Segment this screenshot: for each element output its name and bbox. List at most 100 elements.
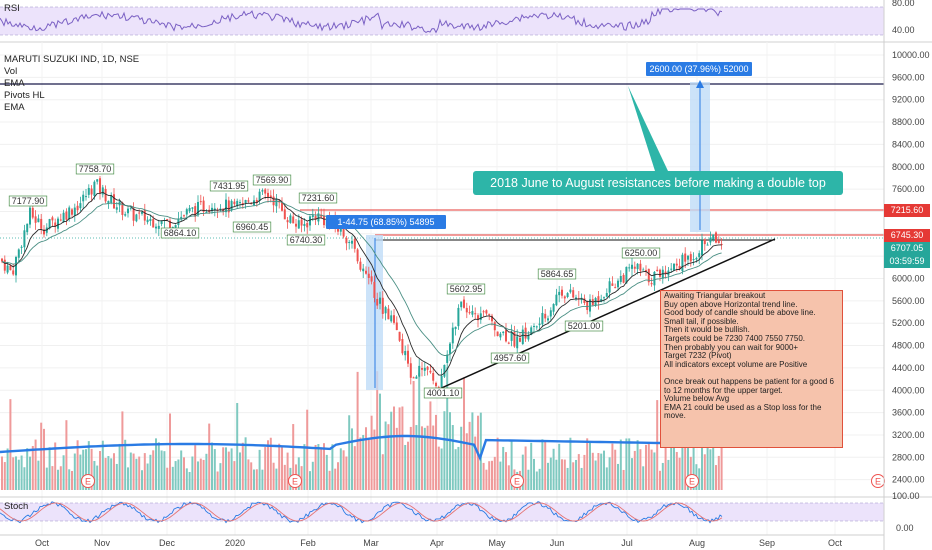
volume-bar (79, 454, 82, 490)
candle-body (113, 194, 115, 209)
price-tick-label: 9200.00 (892, 95, 925, 105)
volume-bar (43, 428, 45, 490)
volume-bar (264, 447, 267, 490)
volume-bar (160, 450, 163, 490)
volume-bar (485, 469, 488, 490)
earnings-marker[interactable] (510, 474, 524, 488)
earnings-marker[interactable] (288, 474, 302, 488)
volume-bar (278, 443, 281, 490)
earnings-marker-label: E (85, 477, 91, 487)
candle-body (617, 280, 619, 288)
pivot-label-box (490, 352, 530, 364)
candle-body (457, 307, 460, 327)
price-tick-label: 3600.00 (892, 408, 925, 418)
candle-body (661, 269, 664, 279)
volume-bar (709, 449, 712, 490)
volume-average-line (0, 434, 721, 462)
volume-bar (31, 445, 34, 490)
volume-bar (48, 447, 51, 490)
candle-body (675, 263, 678, 266)
earnings-marker[interactable] (81, 474, 95, 488)
volume-bar (163, 451, 166, 490)
candle-body (43, 229, 45, 235)
candle-body (423, 367, 426, 371)
volume-bar (421, 426, 423, 490)
time-tick-label: Jul (621, 538, 633, 548)
volume-bar (169, 413, 171, 490)
volume-bar (499, 461, 502, 490)
volume-bar (454, 449, 457, 490)
candle-body (656, 269, 659, 272)
volume-bar (320, 447, 323, 490)
candle-body (107, 200, 110, 204)
candle-body (9, 265, 12, 271)
volume-bar (107, 456, 110, 490)
volume-bar (558, 443, 561, 490)
volume-bar (197, 461, 199, 490)
pivot-label-box (298, 192, 338, 204)
candle-body (633, 266, 636, 269)
candle-body (317, 213, 320, 222)
candle-body (689, 254, 692, 262)
volume-bar (342, 450, 345, 490)
legend-pivots: Pivots HL (4, 90, 45, 101)
pivot-label: 4001.10 (427, 388, 460, 398)
trade-note: Awaiting Triangular breakout Buy open ab… (660, 290, 843, 448)
volume-bar (717, 455, 720, 490)
candle-body (155, 226, 157, 229)
candle-body (614, 287, 617, 289)
candle-body (157, 225, 160, 229)
candle-body (73, 207, 76, 216)
volume-bar (479, 412, 482, 490)
volume-bar (82, 449, 85, 490)
candle-body (527, 334, 530, 340)
candle-body (79, 203, 82, 209)
volume-bar (76, 440, 79, 490)
candle-body (197, 201, 199, 216)
volume-bar (281, 446, 283, 490)
price-tick-label: 4400.00 (892, 363, 925, 373)
volume-bar (157, 442, 160, 490)
pivot-label: 5864.65 (541, 269, 574, 279)
volume-bar (227, 451, 230, 490)
candle-body (622, 274, 625, 283)
candle-body (533, 325, 535, 327)
volume-bar (194, 445, 197, 490)
candle-body (40, 218, 43, 229)
volume-bar (687, 442, 689, 490)
volume-bar (219, 463, 222, 490)
candle-body (687, 255, 689, 260)
volume-bar (149, 454, 152, 490)
price-axis[interactable]: 10000.00 9600.00 9200.00 8800.00 8400.00 8000… (892, 50, 930, 485)
candle-body (104, 188, 107, 202)
candle-body (692, 259, 695, 261)
price-tick-label: 10000.00 (892, 50, 930, 60)
candle-body (496, 331, 499, 337)
candle-body (376, 298, 379, 306)
candle-body (185, 209, 188, 215)
candle-body (289, 215, 292, 223)
candle-body (356, 249, 359, 262)
candle-body (62, 212, 65, 223)
ema-fast-line (1, 191, 722, 376)
candle-body (695, 257, 698, 260)
volume-bar (653, 452, 656, 490)
time-tick-label: Jun (550, 538, 565, 548)
candle-body (132, 208, 135, 221)
candle-body (241, 202, 244, 204)
candle-body (362, 268, 365, 272)
volume-bar (275, 468, 278, 490)
volume-bar (213, 449, 216, 490)
volume-bar (600, 453, 603, 490)
volume-bar (577, 454, 580, 490)
volume-bar (51, 466, 54, 490)
earnings-marker[interactable] (685, 474, 699, 488)
volume-bar (26, 448, 29, 490)
volume-bar (432, 425, 435, 490)
time-axis[interactable]: Oct Nov Dec 2020 Feb Mar Apr May Jun Jul Aug Sep Oct (35, 538, 843, 548)
stoch-band (0, 503, 884, 521)
pivot-label: 6250.00 (625, 248, 658, 258)
volume-bar (345, 456, 348, 490)
volume-bar (451, 425, 454, 490)
